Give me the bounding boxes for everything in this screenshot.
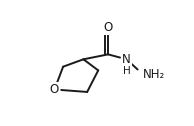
Text: N: N xyxy=(122,53,131,66)
Text: NH₂: NH₂ xyxy=(143,68,165,81)
Text: O: O xyxy=(50,83,59,96)
Text: O: O xyxy=(103,21,113,34)
Text: H: H xyxy=(123,66,130,76)
